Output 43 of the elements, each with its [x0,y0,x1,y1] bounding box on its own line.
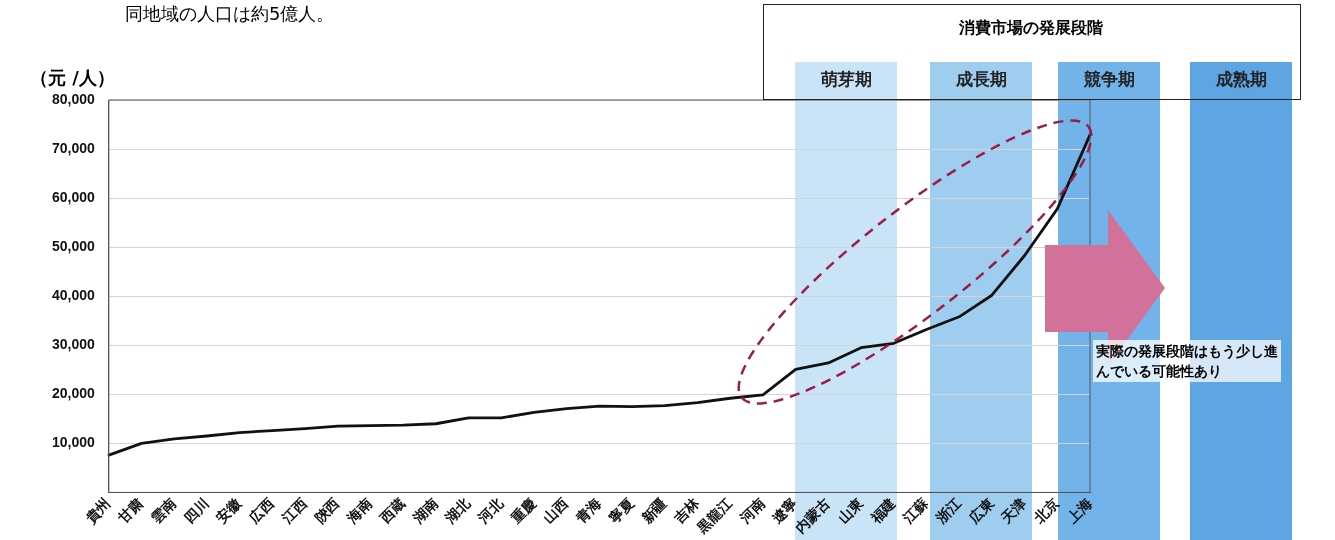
text: 消費市場の発展段階 [958,18,1104,39]
x-tick-label: 広東 [964,494,998,527]
text: 成長期 [954,68,1008,91]
x-tick-label: 湖北 [441,494,474,527]
x-tick-label: 河北 [474,494,507,527]
y-tick-label: 80,000 [51,90,96,107]
x-tick-label: 貴州 [81,494,114,527]
x-tick-label: 陝西 [311,494,343,526]
y-tick-label: 40,000 [51,287,96,304]
text: 同地域の人口は約5億人。 [125,2,335,26]
x-tick-label: 西蔵 [376,494,408,527]
x-tick-label: 四川 [180,494,212,526]
x-tick-label: 江西 [277,494,310,527]
text: 成熟期 [1214,68,1268,91]
x-tick-label: 安徽 [213,494,246,526]
y-tick-label: 50,000 [51,238,96,255]
x-tick-label: 山東 [834,494,867,526]
x-tick-label: 雲南 [147,494,179,526]
x-tick-label: 甘粛 [114,494,147,527]
x-tick-label: 広西 [245,494,278,527]
x-tick-label: 天津 [997,494,1030,527]
text: 競争期 [1082,68,1136,91]
text: 実際の発展段階はもう少し進んでいる可能性あり [1093,340,1281,382]
x-tick-label: 江蘇 [899,494,932,527]
x-tick-label: 浙江 [932,494,964,527]
x-tick-label: 河南 [735,494,768,527]
x-tick-label: 北京 [1030,494,1062,527]
x-tick-label: 上海 [1062,494,1095,527]
y-tick-label: 60,000 [51,188,96,205]
x-tick-label: 新疆 [637,494,670,527]
y-tick-label: 30,000 [51,336,96,353]
y-tick-label: 70,000 [51,139,96,156]
x-tick-label: 山西 [540,494,572,526]
x-tick-label: 海南 [343,494,376,527]
y-tick-label: 10,000 [51,434,96,451]
y-tick-label: 20,000 [51,385,96,402]
text: 萌芽期 [819,68,873,91]
x-tick-label: 福建 [866,494,899,527]
x-tick-label: 湖南 [408,494,441,527]
y-axis-title: （元 /人） [30,66,115,90]
x-tick-label: 寧夏 [604,494,637,527]
x-tick-label: 重慶 [506,494,539,527]
x-tick-label: 青海 [572,494,605,527]
